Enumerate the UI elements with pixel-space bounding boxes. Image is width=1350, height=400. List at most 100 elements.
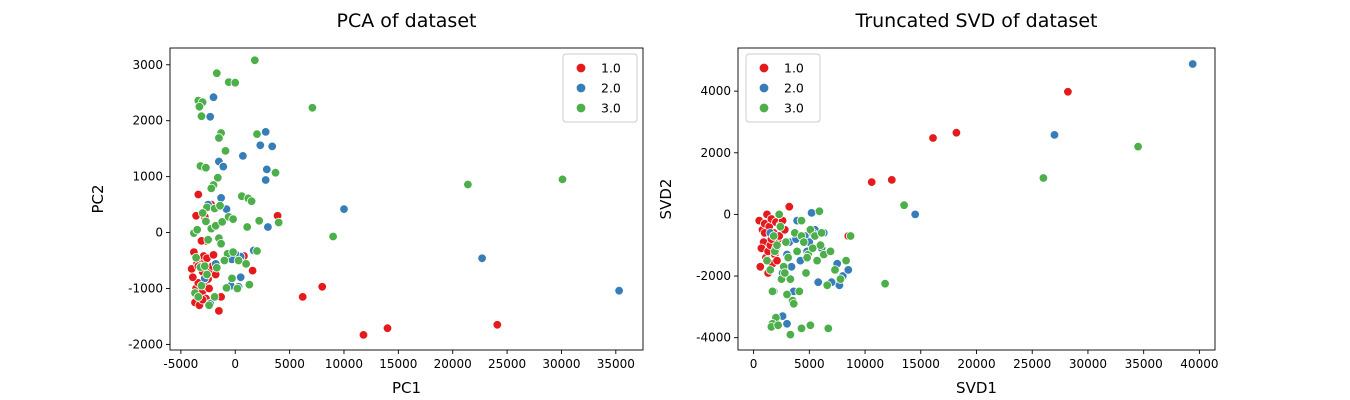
chart-2-point bbox=[789, 299, 799, 309]
chart-2-point bbox=[762, 255, 772, 266]
chart-1-point bbox=[218, 161, 229, 172]
chart-1-point bbox=[214, 306, 224, 316]
chart-1-x-tick-label: 5000 bbox=[274, 357, 305, 371]
chart-2-y-axis-label: SVD2 bbox=[657, 179, 675, 220]
chart-2-legend-box bbox=[745, 53, 821, 123]
chart-2-point bbox=[887, 175, 897, 185]
chart-2-point bbox=[782, 289, 792, 300]
chart-1-title: PCA of dataset bbox=[337, 10, 477, 32]
chart-1-point bbox=[557, 174, 568, 185]
chart-1-x-tick-label: 10000 bbox=[325, 357, 363, 371]
chart-1-point bbox=[339, 204, 349, 214]
chart-1-point bbox=[201, 162, 211, 173]
chart-2-point bbox=[774, 209, 784, 220]
chart-1-legend: 1.0 2.0 3.0 bbox=[562, 53, 638, 123]
chart-1-point bbox=[246, 196, 257, 206]
chart-1-point bbox=[298, 292, 308, 302]
chart-2-x-axis-label: SVD1 bbox=[956, 379, 997, 397]
chart-1-y-tick-label: 1000 bbox=[132, 170, 163, 184]
chart-1-point bbox=[232, 283, 243, 294]
chart-1-point bbox=[270, 167, 281, 178]
chart-1-x-axis: -5000 0 5000 10000 15000 20000 25000 30000 35000 bbox=[163, 350, 635, 371]
chart-2-point bbox=[773, 320, 783, 331]
chart-1-point bbox=[213, 172, 223, 183]
chart-1-point bbox=[255, 140, 265, 151]
chart-1-y-tick-label: 3000 bbox=[132, 58, 163, 72]
chart-1-legend-entry: 2.0 bbox=[575, 81, 621, 96]
chart-2-point bbox=[796, 215, 807, 226]
chart-1-point bbox=[203, 235, 213, 245]
chart-2-point bbox=[880, 279, 890, 289]
chart-1-point bbox=[188, 272, 198, 283]
chart-2-legend-marker bbox=[758, 82, 770, 94]
chart-1-legend-marker bbox=[575, 62, 587, 74]
chart-2-point bbox=[814, 206, 825, 217]
chart-1-point bbox=[228, 214, 238, 224]
chart-1-point bbox=[212, 68, 222, 78]
chart-1-point bbox=[244, 279, 255, 290]
chart-2-point bbox=[899, 200, 909, 210]
chart-2-legend: 1.0 2.0 3.0 bbox=[745, 53, 821, 123]
chart-2-legend-marker bbox=[758, 62, 770, 74]
chart-2-y-axis: -4000 -2000 0 2000 4000 bbox=[696, 84, 738, 345]
chart-1-point bbox=[233, 255, 244, 266]
chart-1-point bbox=[274, 217, 284, 228]
chart-1-point bbox=[194, 101, 205, 112]
chart-1-point bbox=[205, 112, 215, 122]
chart-1-point bbox=[209, 292, 220, 302]
chart-2-y-tick-label: -4000 bbox=[696, 331, 731, 345]
chart-2-point bbox=[845, 231, 856, 241]
chart-2-point bbox=[801, 268, 811, 278]
chart-2-point bbox=[951, 127, 962, 138]
chart-1-y-axis: -2000 -1000 0 1000 2000 3000 bbox=[128, 58, 170, 351]
chart-1-point bbox=[217, 217, 227, 227]
chart-2-y-tick-label: 2000 bbox=[700, 146, 731, 160]
chart-2-y-tick-label: 4000 bbox=[700, 84, 731, 98]
chart-2-legend-entry: 2.0 bbox=[758, 81, 804, 96]
chart-1-point bbox=[263, 222, 273, 232]
chart-1-point bbox=[317, 282, 327, 292]
chart-1-point bbox=[202, 269, 212, 280]
chart-1-point bbox=[250, 55, 260, 66]
chart-1-point bbox=[196, 281, 207, 291]
chart-2-point bbox=[816, 228, 827, 238]
chart-2-point bbox=[772, 240, 782, 250]
chart-1-point bbox=[261, 175, 271, 185]
chart-1-point bbox=[216, 193, 226, 203]
chart-1-x-tick-label: 30000 bbox=[542, 357, 580, 371]
chart-2-y-tick-label: -2000 bbox=[696, 269, 731, 283]
chart-2-point bbox=[775, 221, 786, 232]
chart-2-point bbox=[808, 243, 818, 254]
chart-2-point bbox=[772, 255, 782, 266]
chart-2-x-tick-label: 35000 bbox=[1125, 357, 1163, 371]
chart-1-point bbox=[614, 286, 624, 296]
chart-1-point bbox=[206, 183, 217, 194]
chart-2-point bbox=[825, 246, 836, 257]
chart-1-point bbox=[230, 77, 240, 88]
chart-2-point bbox=[794, 286, 805, 297]
chart-1-legend-label: 3.0 bbox=[601, 101, 621, 116]
chart-2-y-tick-label: 0 bbox=[723, 207, 731, 221]
chart-1-x-tick-label: 0 bbox=[231, 357, 239, 371]
chart-1-point bbox=[193, 292, 204, 302]
chart-1-point bbox=[254, 216, 264, 226]
chart-1-point bbox=[212, 263, 222, 273]
chart-1-point bbox=[267, 141, 277, 152]
chart-2-legend-label: 3.0 bbox=[784, 101, 804, 116]
chart-2-title: Truncated SVD of dataset bbox=[855, 10, 1098, 32]
chart-2-legend-entry: 1.0 bbox=[758, 61, 804, 76]
chart-2: Truncated SVD of dataset 0 5000 10000 15000 2… bbox=[657, 10, 1218, 397]
chart-2-point bbox=[786, 262, 797, 272]
chart-1-y-tick-label: 0 bbox=[155, 226, 163, 240]
chart-2-legend-label: 1.0 bbox=[784, 61, 804, 76]
chart-1-point bbox=[252, 129, 262, 139]
chart-2-x-tick-label: 40000 bbox=[1180, 357, 1218, 371]
chart-2-point bbox=[1187, 59, 1198, 69]
chart-1-legend-label: 2.0 bbox=[601, 81, 621, 96]
chart-1-point bbox=[463, 179, 473, 190]
chart-1-legend-marker bbox=[575, 102, 587, 114]
chart-2-point bbox=[813, 277, 823, 287]
chart-1-y-tick-label: -2000 bbox=[128, 337, 163, 351]
chart-1-point bbox=[241, 259, 251, 269]
chart-2-x-tick-label: 0 bbox=[750, 357, 758, 371]
